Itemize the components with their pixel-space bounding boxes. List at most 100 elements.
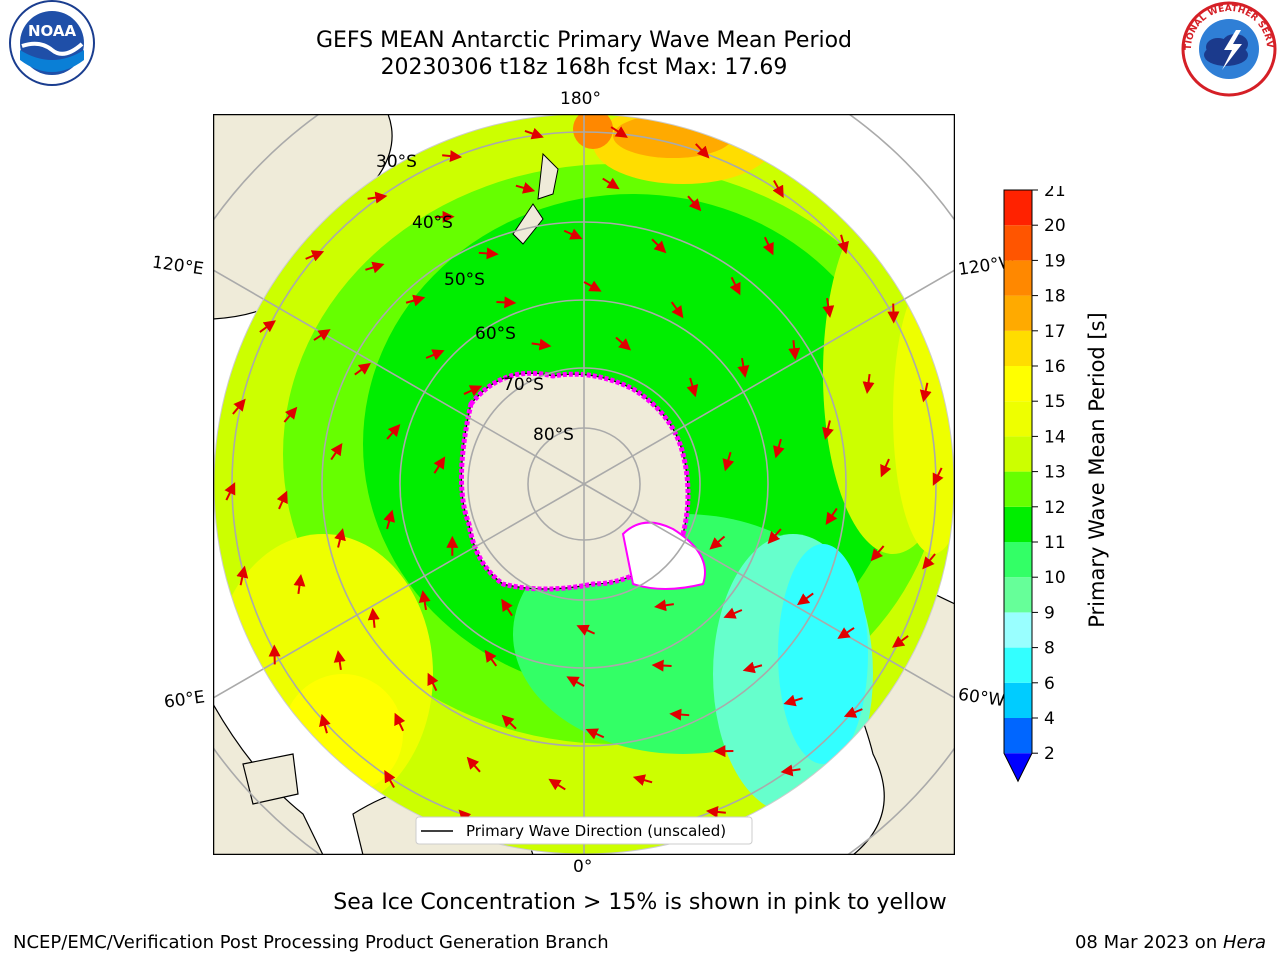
wave-direction-arrow (686, 377, 699, 398)
colorbar-segment (1004, 225, 1032, 261)
wave-direction-arrow (319, 713, 331, 734)
wave-direction-arrow (780, 764, 801, 777)
wave-direction-arrow (515, 182, 536, 194)
wave-direction-arrow (367, 607, 380, 628)
wave-direction-arrow (723, 607, 743, 619)
colorbar-tick-label: 4 (1044, 709, 1055, 729)
wave-direction-arrow (651, 238, 667, 254)
wave-direction-arrow (583, 280, 602, 292)
wave-direction-arrow (478, 247, 499, 260)
wave-direction-arrow (405, 294, 426, 307)
wave-direction-arrow (773, 438, 785, 459)
wave-direction-arrow (418, 590, 431, 611)
wave-direction-arrow (224, 482, 236, 501)
wave-direction-arrow (825, 507, 838, 526)
colorbar-segment (1004, 260, 1032, 296)
wave-direction-arrow (880, 458, 892, 478)
colorbar-under-arrow (1004, 753, 1032, 782)
wave-direction-arrow (496, 296, 517, 309)
lat-label-50s: 50°S (444, 270, 485, 290)
wave-direction-arrow (610, 126, 628, 138)
colorbar-segment (1004, 542, 1032, 578)
wave-direction-arrow (632, 774, 653, 786)
colorbar-tick-label: 16 (1044, 357, 1066, 377)
lon-label-60e: 60°E (162, 687, 207, 713)
colorbar: 2 4 6 8 9 10 11 12 13 14 15 16 17 18 19 20 21 (1003, 186, 1066, 783)
wave-direction-arrow (669, 708, 690, 721)
wave-direction-arrow (585, 728, 605, 740)
map-title: GEFS MEAN Antarctic Primary Wave Mean Pe… (315, 28, 853, 53)
lat-label-40s: 40°S (412, 213, 453, 233)
lat-label-60s: 60°S (475, 324, 516, 344)
sea-ice-note: Sea Ice Concentration > 15% is shown in … (333, 890, 947, 915)
wave-direction-arrow (705, 805, 726, 818)
wave-direction-arrow (767, 528, 782, 545)
wave-direction-arrow (762, 236, 774, 256)
wave-direction-arrow (729, 276, 741, 296)
wave-direction-arrow (354, 362, 372, 376)
colorbar-segment (1004, 190, 1032, 226)
wave-direction-arrow (670, 301, 684, 319)
wave-direction-arrow (837, 627, 855, 639)
noaa-logo-icon: NOAA (9, 0, 95, 86)
wave-direction-arrow (837, 234, 849, 255)
lon-label-120e: 120°E (150, 252, 205, 280)
wave-direction-arrow (892, 635, 909, 648)
wave-direction-arrow (576, 624, 596, 636)
map-legend: Primary Wave Direction (unscaled) (415, 816, 753, 845)
wave-direction-arrow (330, 442, 343, 461)
wave-direction-arrow (737, 357, 750, 378)
wave-direction-arrow (259, 320, 276, 333)
wave-direction-arrow (232, 398, 246, 415)
colorbar-segment (1004, 366, 1032, 402)
wave-direction-arrow (442, 150, 463, 163)
wave-direction-arrow (333, 650, 346, 671)
colorbar-tick-label: 13 (1044, 463, 1066, 483)
colorbar-segment (1004, 577, 1032, 613)
wave-direction-arrows (224, 126, 944, 842)
footer-host: Hera (1222, 932, 1266, 953)
colorbar-segment (1004, 647, 1032, 683)
wave-direction-arrow (709, 535, 726, 550)
wave-direction-arrow (932, 467, 944, 486)
wave-direction-arrow (524, 127, 544, 140)
wave-direction-arrow (305, 250, 325, 262)
wave-direction-arrow (501, 714, 517, 730)
wave-direction-arrow (822, 420, 834, 440)
colorbar-tick-label: 10 (1044, 568, 1066, 588)
wave-direction-arrow (822, 297, 835, 318)
lat-label-30s: 30°S (376, 152, 417, 172)
wave-direction-arrow (384, 770, 396, 788)
colorbar-tick-label: 2 (1044, 744, 1055, 764)
svg-text:NOAA: NOAA (28, 22, 77, 40)
footer-credit: NCEP/EMC/Verification Post Processing Pr… (13, 932, 609, 953)
colorbar-tick-label: 20 (1044, 216, 1066, 236)
wave-direction-arrow (548, 778, 566, 791)
wave-direction-arrow (615, 336, 632, 351)
wave-direction-arrow (722, 451, 735, 472)
lat-label-70s: 70°S (503, 375, 544, 395)
colorbar-tick-label: 6 (1044, 674, 1055, 694)
wave-direction-arrow (293, 574, 306, 594)
wave-direction-arrow (843, 706, 863, 718)
colorbar-tick-label: 12 (1044, 498, 1066, 518)
wave-direction-arrow (922, 553, 936, 570)
wave-direction-arrow (365, 261, 385, 274)
footer-date: 08 Mar 2023 on Hera (1074, 932, 1266, 953)
colorbar-tick-label: 17 (1044, 322, 1066, 342)
wave-direction-arrow (383, 509, 395, 530)
wave-direction-arrow (334, 528, 346, 548)
colorbar-segment (1004, 330, 1032, 366)
lon-label-180: 180° (560, 89, 601, 109)
wave-direction-arrow (386, 423, 401, 440)
wave-direction-arrow (427, 672, 439, 692)
wave-direction-arrow (602, 177, 620, 190)
wave-direction-arrow (236, 565, 249, 586)
colorbar-label: Primary Wave Mean Period [s] (1085, 312, 1109, 628)
wave-direction-arrow (870, 545, 885, 562)
wave-direction-arrow (742, 661, 763, 674)
lon-label-0: 0° (573, 857, 593, 877)
wave-direction-arrow (283, 406, 298, 423)
wave-direction-arrow (788, 340, 801, 361)
wave-direction-arrow (563, 228, 583, 240)
